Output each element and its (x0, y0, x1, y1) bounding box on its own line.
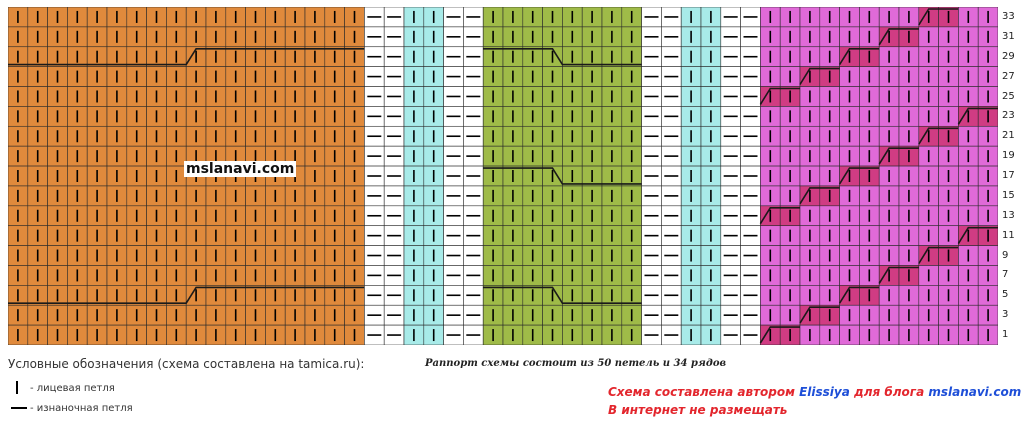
row-number-label: 13 (1002, 209, 1015, 221)
row-number-label: 31 (1002, 30, 1015, 42)
orange-cable-line (8, 286, 365, 304)
pink-stair-line (957, 107, 998, 125)
row-number-label: 25 (1002, 90, 1015, 102)
pink-stair-line (918, 127, 959, 145)
pink-stair-line (838, 48, 880, 66)
row-number-label: 15 (1002, 189, 1015, 201)
row-number-label: 21 (1002, 130, 1015, 142)
pink-stair-line (759, 207, 800, 225)
pink-stair-line (878, 28, 919, 46)
credit-line-2: В интернет не размещать (608, 403, 788, 417)
pink-stair-line (838, 286, 880, 304)
purl-stitch-icon (8, 401, 30, 415)
legend-purl: - изнаночная петля (8, 401, 133, 415)
row-number-label: 19 (1002, 150, 1015, 162)
knitting-chart: 33 31 29 27 25 23 21 19 17 15 13 11 9 7 5 3 1 mslanavi.c… (8, 7, 1015, 345)
row-number-label: 33 (1002, 10, 1015, 22)
row-number-label: 7 (1002, 269, 1009, 281)
pink-stair-line (799, 67, 840, 85)
credit-line-1: Схема составлена автором Elissiya для бл… (608, 385, 1021, 399)
pink-stair-line (799, 306, 840, 324)
knit-stitch-icon (8, 381, 30, 395)
green-cable-line (483, 167, 642, 185)
row-number-label: 29 (1002, 50, 1015, 62)
credit-mid: для блога (849, 385, 929, 399)
orange-cable-line (8, 48, 365, 66)
green-cable-line (483, 286, 642, 304)
chart-grid (8, 7, 998, 345)
row-number-label: 17 (1002, 170, 1015, 181)
row-number-label: 27 (1002, 70, 1015, 82)
row-number-label: 5 (1002, 289, 1009, 301)
pink-stair-line (957, 226, 998, 245)
repeat-note: Раппорт схемы состоит из 50 петель и 34 … (425, 358, 727, 369)
credit-site: mslanavi.com (928, 385, 1022, 399)
row-number-label: 9 (1002, 249, 1009, 261)
chart-watermark: mslanavi.com (184, 161, 297, 177)
pink-stair-line (878, 147, 919, 165)
pink-stair-line (799, 187, 840, 205)
legend-knit-label: - лицевая петля (30, 382, 115, 394)
pink-stair-line (759, 326, 800, 344)
green-cable-line (483, 48, 642, 66)
row-number-label: 11 (1002, 229, 1015, 241)
legend-purl-label: - изнаночная петля (30, 402, 133, 414)
row-number-label: 23 (1002, 110, 1015, 122)
pink-stair-line (838, 167, 880, 185)
pink-stair-line (918, 246, 959, 264)
credit-prefix: Схема составлена автором (608, 385, 800, 399)
pink-stair-line (759, 87, 800, 105)
legend-knit: - лицевая петля (8, 381, 115, 395)
row-number-label: 1 (1002, 329, 1009, 341)
legend-title: Условные обозначения (схема составлена н… (8, 357, 365, 371)
row-number-label: 3 (1002, 309, 1009, 321)
pink-stair-line (918, 8, 959, 26)
pink-stair-line (878, 266, 919, 284)
credit-author: Elissiya (799, 385, 850, 399)
